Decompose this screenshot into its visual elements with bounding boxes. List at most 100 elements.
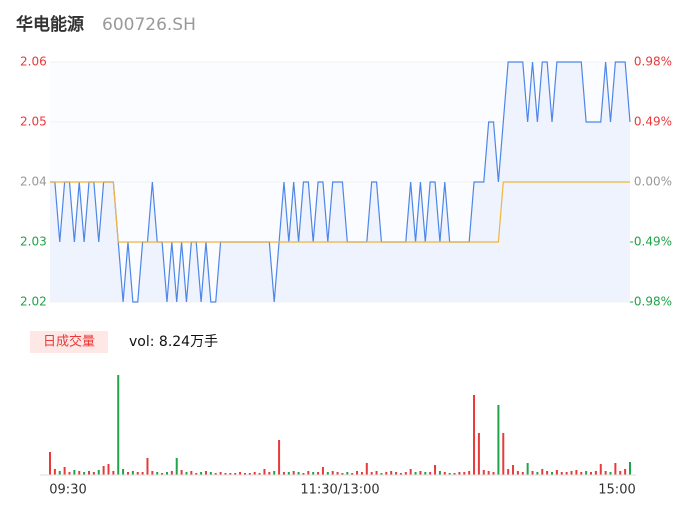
volume-bar <box>424 472 427 475</box>
y2-tick-label: -0.98% <box>630 295 672 309</box>
volume-bar <box>200 472 203 475</box>
vol-label: vol: 8.24万手 <box>129 334 218 350</box>
volume-bar <box>526 463 529 475</box>
volume-bar <box>570 471 573 475</box>
volume-bar <box>185 472 188 475</box>
volume-bar <box>151 471 154 475</box>
volume-bar <box>473 395 476 475</box>
volume-bar <box>239 472 242 475</box>
volume-bar <box>112 471 115 475</box>
volume-bar <box>278 440 281 475</box>
stock-name: 华电能源 <box>16 14 84 35</box>
volume-bar <box>351 473 354 475</box>
volume-bar <box>599 464 602 475</box>
volume-bar <box>83 472 86 475</box>
volume-bar <box>565 472 568 475</box>
volume-bar <box>229 473 232 475</box>
volume-bar <box>243 473 246 475</box>
volume-bar <box>292 471 295 475</box>
volume-bar <box>375 471 378 475</box>
volume-bar <box>287 472 290 475</box>
volume-bar <box>560 472 563 475</box>
y-tick-label: 2.06 <box>20 55 47 69</box>
volume-bar <box>360 472 363 475</box>
volume-bar <box>224 473 227 475</box>
volume-bar <box>604 471 607 475</box>
volume-bar <box>409 469 412 475</box>
volume-bar <box>317 472 320 475</box>
volume-bar <box>321 467 324 475</box>
y-tick-label: 2.03 <box>20 235 47 249</box>
volume-bar <box>248 473 251 475</box>
volume-bar <box>356 471 359 475</box>
volume-bar <box>180 470 183 475</box>
volume-bar <box>463 472 466 475</box>
volume-bar <box>609 472 612 475</box>
volume-bar <box>219 472 222 475</box>
volume-bar <box>624 469 627 475</box>
volume-bar <box>258 473 261 475</box>
volume-bar <box>126 472 129 475</box>
volume-bar <box>551 472 554 475</box>
volume-bar <box>555 470 558 475</box>
volume-bar <box>516 471 519 475</box>
legend-box <box>30 331 108 353</box>
volume-bar <box>78 471 81 475</box>
volume-bar <box>546 471 549 475</box>
volume-bar <box>590 472 593 475</box>
y2-tick-label: 0.00% <box>634 175 672 189</box>
volume-bar <box>146 458 149 475</box>
volume-bar <box>141 472 144 475</box>
volume-bar <box>585 471 588 475</box>
volume-bar <box>575 470 578 475</box>
y2-tick-label: -0.49% <box>630 235 672 249</box>
volume-bar <box>214 473 217 475</box>
volume-bar <box>502 433 505 475</box>
volume-bar <box>331 471 334 475</box>
volume-bar <box>341 473 344 475</box>
volume-bar <box>536 472 539 475</box>
volume-bar <box>263 469 266 475</box>
legend: 日成交量 <box>43 334 95 350</box>
y2-tick-label: 0.49% <box>634 115 672 129</box>
volume-bar <box>170 471 173 475</box>
volume-bar <box>234 473 237 475</box>
volume-bar <box>97 470 100 475</box>
volume-bar <box>336 472 339 475</box>
volume-bar <box>497 405 500 475</box>
volume-bar <box>49 452 51 475</box>
volume-bar <box>73 470 76 475</box>
volume-bar <box>541 469 544 475</box>
y-tick-label: 2.05 <box>20 115 47 129</box>
volume-bar <box>136 472 139 475</box>
volume-bar <box>594 471 597 475</box>
volume-bar <box>482 470 485 475</box>
volume-bar <box>395 472 398 475</box>
volume-bar <box>282 472 285 475</box>
volume-bar <box>629 462 631 475</box>
volume-bar <box>117 375 120 475</box>
volume-bar <box>302 473 305 475</box>
volume-bar <box>253 472 256 475</box>
x-tick-label: 11:30/13:00 <box>300 483 379 498</box>
volume-bar <box>273 471 276 475</box>
y2-tick-label: 0.98% <box>634 55 672 69</box>
volume-bar <box>385 472 388 475</box>
y-tick-label: 2.04 <box>20 175 47 189</box>
volume-bar <box>429 472 432 475</box>
volume-bar <box>614 463 617 475</box>
volume-bar <box>297 472 300 475</box>
volume-bar <box>68 472 71 475</box>
volume-bar <box>195 473 198 475</box>
volume-bar <box>156 472 159 475</box>
volume-bar <box>307 471 310 475</box>
volume-bar <box>268 472 271 475</box>
volume-bar <box>63 467 66 475</box>
volume-bar <box>404 472 407 475</box>
volume-bar <box>53 469 56 475</box>
volume-bar <box>87 471 90 475</box>
volume-bar <box>365 463 368 475</box>
volume-bar <box>492 472 495 475</box>
